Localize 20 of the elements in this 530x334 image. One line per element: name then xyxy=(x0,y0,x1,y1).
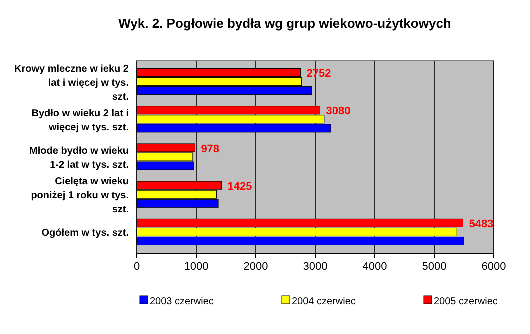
x-tick-label: 4000 xyxy=(362,261,388,273)
legend-label: 2004 czerwiec xyxy=(292,296,356,308)
chart-title: Wyk. 2. Pogłowie bydła wg grup wiekowo-użytkowych xyxy=(118,16,452,31)
x-tick-label: 1000 xyxy=(184,261,209,273)
x-tick-label: 6000 xyxy=(482,261,506,273)
data-label: 978 xyxy=(201,143,220,156)
legend-label: 2003 czerwiec xyxy=(150,296,214,308)
y-tick-label: Cielęta w wieku poniżej 1 roku w tys. szt. xyxy=(31,176,130,216)
y-tick-label: Młode bydło w wieku 1-2 lat w tys. szt. xyxy=(30,146,130,171)
y-tick-label: Bydło w wieku 2 lat i więcej w tys. szt. xyxy=(32,108,130,134)
data-label: 3080 xyxy=(326,106,351,118)
x-tick-label: 3000 xyxy=(303,261,328,273)
x-tick-label: 2000 xyxy=(244,261,268,273)
x-tick-label: 0 xyxy=(134,261,140,273)
y-tick-label: Krowy mleczne w ieku 2 lat i więcej w tys. szt. xyxy=(14,64,130,103)
data-label: 1425 xyxy=(228,180,252,193)
legend-label: 2005 czerwiec xyxy=(434,296,498,308)
y-tick-label: Ogółem w tys. szt. xyxy=(42,228,130,240)
data-label: 5483 xyxy=(469,218,494,231)
x-tick-label: 5000 xyxy=(422,261,447,273)
